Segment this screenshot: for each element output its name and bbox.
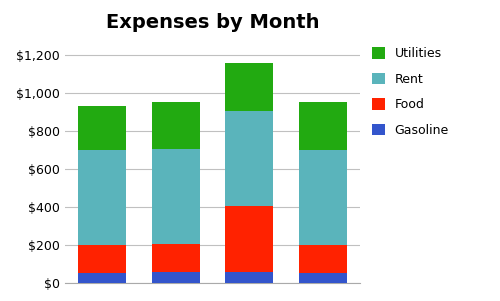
Bar <box>226 111 273 206</box>
Legend: Utilities, Rent, Food, Gasoline: Utilities, Rent, Food, Gasoline <box>372 47 449 137</box>
Bar <box>152 102 200 149</box>
Bar <box>152 272 200 283</box>
Bar <box>299 150 346 245</box>
Title: Expenses by Month: Expenses by Month <box>106 13 320 32</box>
Bar <box>226 206 273 272</box>
Bar <box>226 63 273 111</box>
Bar <box>78 245 126 273</box>
Bar <box>78 150 126 245</box>
Bar <box>299 273 346 283</box>
Bar <box>152 244 200 272</box>
Bar <box>78 106 126 150</box>
Bar <box>78 273 126 283</box>
Bar <box>152 149 200 244</box>
Bar <box>299 245 346 273</box>
Bar <box>299 102 346 150</box>
Bar <box>226 272 273 283</box>
